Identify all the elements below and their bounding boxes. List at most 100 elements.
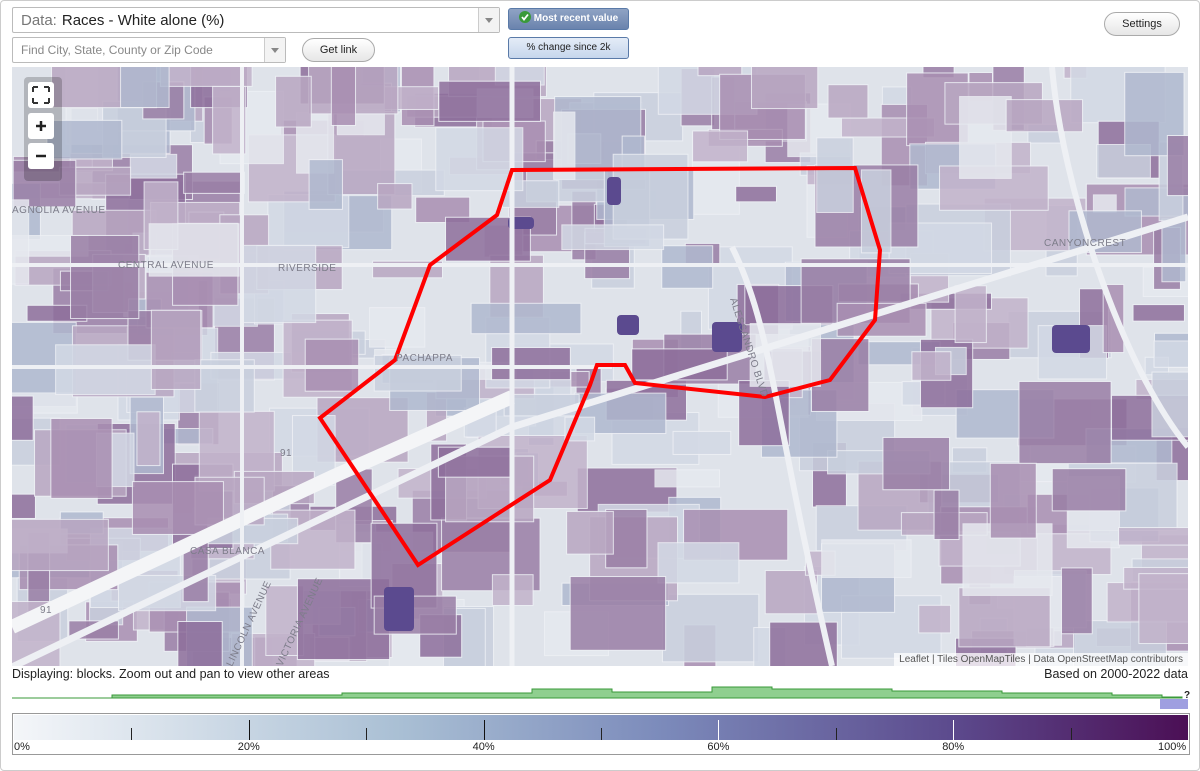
map-block[interactable] (1092, 194, 1117, 213)
data-value: Races - White alone (%) (61, 12, 225, 29)
map-block[interactable] (1060, 567, 1093, 635)
map-block[interactable] (654, 469, 721, 488)
block-layer (12, 67, 1188, 666)
map-block[interactable] (959, 96, 1012, 179)
map-block[interactable] (183, 171, 245, 194)
map-block[interactable] (989, 462, 1037, 539)
map-block[interactable] (12, 199, 30, 285)
map-block[interactable] (308, 159, 343, 210)
map-block[interactable] (377, 183, 413, 210)
map-block[interactable] (561, 224, 665, 251)
map-block[interactable] (120, 67, 170, 109)
help-mark[interactable]: ? (1184, 690, 1190, 701)
map-block[interactable] (1132, 304, 1185, 322)
map-block[interactable] (148, 223, 240, 277)
map-block[interactable] (1161, 218, 1187, 283)
legend-minor-tick (601, 728, 602, 740)
map-block[interactable] (735, 185, 777, 203)
map-block[interactable] (55, 344, 156, 396)
map-block[interactable] (566, 510, 614, 555)
map-block[interactable] (159, 67, 253, 87)
map-block[interactable] (958, 587, 1051, 648)
map-block[interactable] (569, 576, 667, 651)
map-block[interactable] (1138, 573, 1188, 645)
map-block[interactable] (12, 493, 36, 519)
map-block[interactable] (136, 411, 161, 467)
distribution-histogram: ? (12, 686, 1190, 709)
map-canvas: AGNOLIA AVENUE CENTRAL AVENUE RIVERSIDE … (12, 67, 1188, 666)
map-block[interactable] (438, 80, 542, 122)
search-input[interactable]: Find City, State, County or Zip Code (12, 37, 286, 63)
map-block[interactable] (131, 481, 224, 535)
map-block[interactable] (933, 489, 960, 541)
legend-tick-label: 40% (472, 741, 495, 753)
map-block[interactable] (911, 351, 952, 381)
legend-tick (953, 720, 955, 740)
place-label: RIVERSIDE (278, 263, 336, 274)
map-block[interactable] (50, 417, 113, 499)
map-block[interactable] (617, 315, 639, 335)
map-block[interactable] (882, 436, 951, 491)
map-block[interactable] (177, 621, 223, 666)
place-label: CANYONCREST (1044, 238, 1126, 249)
map-block[interactable] (12, 395, 34, 441)
map-block[interactable] (1153, 340, 1188, 368)
map-block[interactable] (470, 302, 582, 335)
map-block[interactable] (1051, 468, 1127, 512)
map-block[interactable] (764, 570, 818, 615)
map-block[interactable] (437, 446, 513, 478)
map[interactable]: AGNOLIA AVENUE CENTRAL AVENUE RIVERSIDE … (12, 67, 1188, 666)
settings-button[interactable]: Settings (1104, 12, 1180, 36)
map-block[interactable] (954, 285, 987, 344)
map-block[interactable] (607, 177, 621, 205)
get-link-button[interactable]: Get link (302, 38, 375, 62)
street-label: CENTRAL AVENUE (118, 260, 214, 271)
map-block[interactable] (672, 430, 732, 455)
map-block[interactable] (150, 309, 202, 390)
dropdown-caret[interactable] (478, 8, 499, 32)
map-block[interactable] (369, 307, 426, 348)
map-block[interactable] (918, 604, 952, 634)
data-select[interactable]: Data: Races - White alone (%) (12, 7, 500, 33)
map-block[interactable] (1166, 135, 1188, 197)
map-block[interactable] (810, 338, 870, 412)
mode-change-button[interactable]: % change since 2k (508, 37, 629, 59)
displaying-note: Displaying: blocks. Zoom out and pan to … (12, 667, 330, 681)
dropdown-caret[interactable] (264, 38, 285, 62)
street-label: AGNOLIA AVENUE (12, 205, 106, 216)
map-block[interactable] (821, 539, 912, 578)
map-block[interactable] (491, 346, 571, 381)
fullscreen-button[interactable] (28, 82, 54, 108)
map-block[interactable] (827, 84, 869, 119)
place-label: CASA BLANCA (190, 546, 265, 557)
map-block[interactable] (46, 119, 123, 160)
map-block[interactable] (373, 354, 462, 392)
legend-tick-label: 0% (14, 741, 30, 753)
legend-tick-label: 80% (942, 741, 965, 753)
mode-recent-button[interactable]: Most recent value (508, 8, 629, 30)
attribution[interactable]: Leaflet | Tiles OpenMapTiles | Data Open… (894, 653, 1188, 666)
map-block[interactable] (275, 75, 312, 128)
color-legend: 0% 20% 40% 60% 80% 100% (12, 713, 1190, 755)
map-block[interactable] (1118, 527, 1188, 546)
legend-tick (248, 720, 250, 740)
map-block[interactable] (712, 322, 742, 352)
map-block[interactable] (692, 130, 749, 163)
route-label: 91 (40, 605, 52, 616)
map-block[interactable] (1052, 325, 1090, 353)
map-block[interactable] (240, 244, 317, 324)
map-block[interactable] (1018, 380, 1112, 465)
legend-tick (718, 720, 720, 740)
map-block[interactable] (330, 67, 357, 126)
map-block[interactable] (553, 111, 576, 180)
map-block[interactable] (12, 518, 109, 572)
map-block[interactable] (661, 593, 760, 663)
selected-area-outline[interactable] (317, 165, 883, 568)
map-block[interactable] (816, 137, 854, 213)
map-block[interactable] (70, 234, 140, 320)
map-block[interactable] (384, 587, 414, 631)
map-block[interactable] (1005, 99, 1084, 133)
map-block[interactable] (657, 542, 740, 584)
map-block[interactable] (750, 67, 819, 110)
